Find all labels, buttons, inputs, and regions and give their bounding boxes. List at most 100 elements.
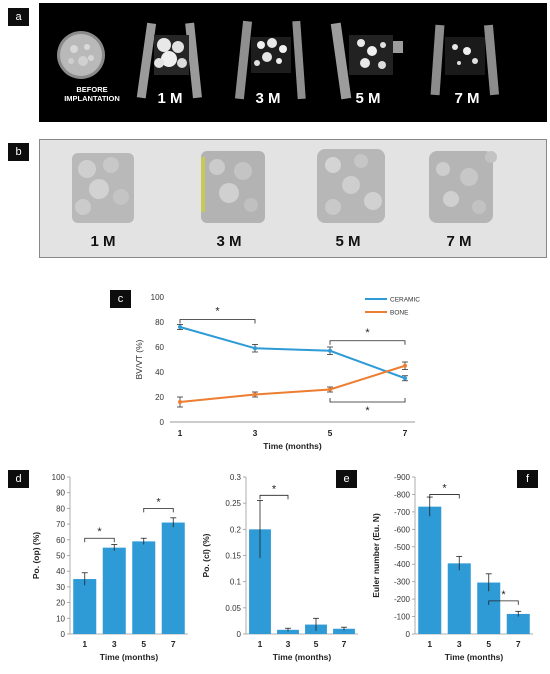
- y-tick-label: -200: [394, 595, 411, 604]
- x-tick-label: 1: [427, 639, 432, 649]
- significance-bracket: [429, 494, 460, 499]
- scan-label-7m: 7 M: [454, 90, 480, 107]
- bar: [418, 506, 442, 634]
- significance-star: *: [365, 327, 370, 339]
- x-tick-label: 1: [258, 639, 263, 649]
- panel-a-scan-images: [57, 20, 500, 100]
- panel-e-tag: e: [336, 470, 357, 488]
- significance-star: *: [215, 306, 220, 318]
- x-tick-label: 3: [253, 428, 258, 438]
- y-tick-label: 40: [56, 567, 65, 576]
- y-tick-label: -400: [394, 560, 411, 569]
- x-tick-label: 3: [457, 639, 462, 649]
- render-1m-image: [72, 153, 134, 223]
- y-tick-label: 60: [56, 536, 65, 545]
- data-point: [178, 325, 182, 329]
- data-point: [178, 400, 182, 404]
- data-point: [328, 387, 332, 392]
- legend-label: CERAMIC: [390, 297, 420, 304]
- x-tick-label: 7: [516, 639, 521, 649]
- data-point: [253, 392, 257, 397]
- y-tick-label: -100: [394, 613, 411, 622]
- significance-bracket: [84, 537, 115, 543]
- scan-label-3m: 3 M: [255, 90, 281, 107]
- bar: [161, 522, 185, 634]
- y-tick-label: 30: [56, 583, 65, 592]
- y-tick-label: -700: [394, 508, 411, 517]
- scan-label-5m: 5 M: [355, 90, 381, 107]
- render-7m-image: [429, 151, 497, 223]
- render-label-3m: 3 M: [216, 233, 242, 250]
- significance-star: *: [272, 483, 277, 495]
- y-tick-label: 20: [56, 599, 65, 608]
- scan-before-image: [57, 31, 105, 79]
- y-tick-label: 100: [52, 473, 66, 482]
- scan-7m-image: [430, 24, 500, 96]
- chart-po-cl: 0 0.05 0.1 0.15 0.2 0.25 0.3 1 3 5 7 Time (months) P…: [201, 473, 358, 662]
- significance-bracket: [329, 398, 406, 403]
- bar: [102, 547, 126, 634]
- scan-1m-image: [136, 22, 202, 99]
- significance-star: *: [442, 482, 447, 494]
- chart-euler-number: 0 -100 -200 -300 -400 -500 -600 -700 -800 -900 1 3 5…: [371, 473, 533, 662]
- significance-bracket: [143, 508, 174, 513]
- y-axis-label: Po. (op) (%): [31, 532, 41, 579]
- bar: [506, 613, 530, 634]
- x-tick-label: 5: [328, 428, 333, 438]
- y-tick-label: 0.2: [230, 525, 242, 534]
- y-tick-label: 0.3: [230, 473, 242, 482]
- significance-star: *: [501, 589, 506, 601]
- data-point: [328, 348, 332, 353]
- y-tick-label: -800: [394, 490, 411, 499]
- significance-star: *: [156, 496, 161, 508]
- y-axis-label: BV/VT (%): [134, 339, 144, 379]
- series-line-ceramic: [179, 326, 406, 380]
- bar: [447, 563, 471, 634]
- y-axis-label: Po. (cl) (%): [201, 533, 211, 577]
- y-tick-label: 70: [56, 520, 65, 529]
- y-tick-label: -500: [394, 543, 411, 552]
- chart-bv-vt: 0 20 40 60 80 100 1 3 5 7 Time (months) BV/VT (%) CE…: [134, 293, 420, 451]
- y-tick-label: 40: [155, 368, 164, 377]
- data-point: [253, 346, 257, 351]
- y-axis-label: Euler number (Eu. N): [371, 513, 381, 598]
- x-tick-label: 7: [171, 639, 176, 649]
- y-tick-label: 90: [56, 489, 65, 498]
- y-tick-label: 0: [160, 418, 165, 427]
- y-tick-label: 80: [56, 504, 65, 513]
- series-line-bone: [179, 364, 406, 403]
- scan-label-1m: 1 M: [157, 90, 183, 107]
- x-tick-label: 7: [403, 428, 408, 438]
- significance-star: *: [365, 405, 370, 417]
- y-tick-label: 0: [406, 630, 411, 639]
- bar: [249, 529, 271, 634]
- x-tick-label: 5: [486, 639, 491, 649]
- scan-3m-image: [234, 20, 306, 100]
- bar: [277, 629, 299, 634]
- x-tick-label: 5: [314, 639, 319, 649]
- y-tick-label: 0.15: [225, 552, 241, 561]
- data-point: [403, 363, 407, 368]
- x-axis-label: Time (months): [263, 441, 322, 451]
- y-tick-label: 50: [56, 552, 65, 561]
- x-axis-label: Time (months): [273, 652, 332, 662]
- y-tick-label: -300: [394, 578, 411, 587]
- y-tick-label: 20: [155, 393, 164, 402]
- panel-f-tag: f: [517, 470, 538, 488]
- panel-a-tag: a: [8, 8, 29, 26]
- x-tick-label: 5: [141, 639, 146, 649]
- significance-bracket: [488, 600, 519, 605]
- scan-label-before: BEFORE IMPLANTATION: [64, 85, 120, 103]
- x-tick-label: 3: [286, 639, 291, 649]
- render-3m-image: [201, 151, 265, 223]
- bar: [132, 541, 156, 634]
- y-tick-label: 10: [56, 614, 65, 623]
- render-label-7m: 7 M: [446, 233, 472, 250]
- chart-po-op: 0 10 20 30 40 50 60 70 80 90 100 1 3 5 7 Time (months) P…: [31, 473, 188, 662]
- y-tick-label: 80: [155, 318, 164, 327]
- y-tick-label: 0: [61, 630, 66, 639]
- scan-5m-image: [330, 22, 403, 100]
- x-tick-label: 1: [82, 639, 87, 649]
- render-label-1m: 1 M: [90, 233, 116, 250]
- bar: [333, 628, 355, 634]
